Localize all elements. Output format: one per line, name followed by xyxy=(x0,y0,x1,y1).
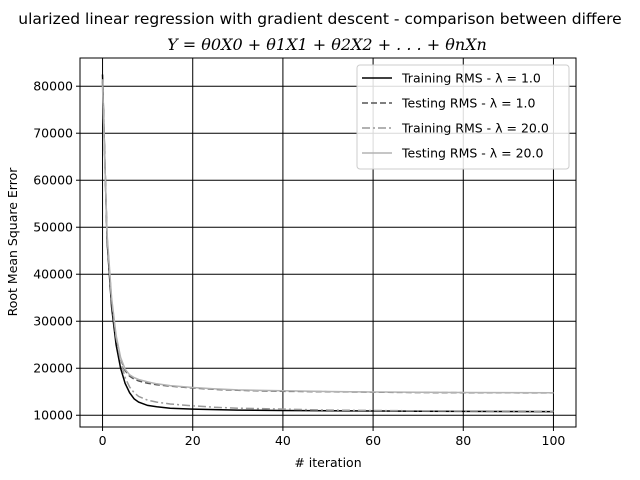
x-tick-label: 20 xyxy=(185,433,201,448)
plot-frame xyxy=(79,57,577,428)
x-tick-label: 60 xyxy=(365,433,381,448)
legend: Training RMS - λ = 1.0 Testing RMS - λ = … xyxy=(356,64,570,170)
x-tick-label: 40 xyxy=(275,433,291,448)
series-lines xyxy=(101,74,554,413)
y-tick-label: 50000 xyxy=(33,220,73,235)
series-line-4 xyxy=(101,86,554,394)
x-axis-label: # iteration xyxy=(294,455,361,470)
y-tick-label: 80000 xyxy=(33,79,73,94)
x-tick-label: 100 xyxy=(542,433,566,448)
axis-ticks: 0 20 40 60 80 100 10000 20000 30000 40000 50000 600… xyxy=(33,79,565,448)
y-tick-label: 20000 xyxy=(33,361,73,376)
y-tick-label: 60000 xyxy=(33,173,73,188)
legend-label-2: Testing RMS - λ = 1.0 xyxy=(401,96,536,111)
legend-box xyxy=(356,64,570,170)
y-tick-label: 10000 xyxy=(33,408,73,423)
y-axis-label: Root Mean Square Error xyxy=(5,167,20,317)
legend-label-1: Training RMS - λ = 1.0 xyxy=(401,71,541,86)
chart-subtitle: Y = θ0X0 + θ1X1 + θ2X2 + . . . + θnXn xyxy=(167,35,487,54)
legend-label-4: Testing RMS - λ = 20.0 xyxy=(401,146,543,161)
y-tick-label: 40000 xyxy=(33,267,73,282)
legend-label-3: Training RMS - λ = 20.0 xyxy=(401,121,549,136)
chart-title: ularized linear regression with gradient… xyxy=(18,10,621,28)
y-tick-label: 70000 xyxy=(33,126,73,141)
x-tick-label: 80 xyxy=(455,433,471,448)
x-tick-label: 0 xyxy=(99,433,107,448)
series-line-3 xyxy=(101,79,554,413)
y-tick-label: 30000 xyxy=(33,314,73,329)
